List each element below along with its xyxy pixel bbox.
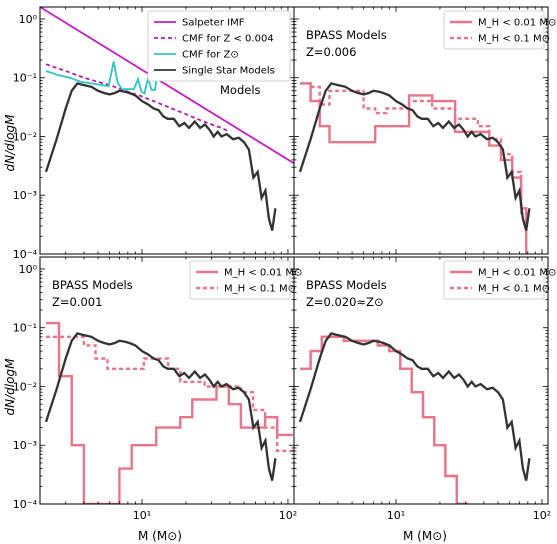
x-axis-label-left: M (M⊙): [138, 529, 182, 543]
series-line-bottom-left-2: [44, 332, 277, 481]
series-line-top-left-1: [45, 63, 231, 133]
legend-label-bottom-left-1: M_H < 0.1 M⊙: [224, 284, 296, 295]
y-axis-label-top: dN/dlogM: [3, 114, 17, 172]
panel-top-left: 10⁻⁴10⁻³10⁻²10⁻¹10⁰Single StarModelsSalp…: [13, 6, 295, 261]
x-tick-label-bottom-left: 10²: [279, 509, 297, 522]
series-line-bottom-right-1: [300, 335, 469, 504]
y-tick-label-bottom-left: 10⁰: [19, 263, 38, 276]
axes-frame-top-right: [293, 6, 549, 255]
axes-frame-bottom-right: [293, 256, 549, 505]
legend-label-bottom-right-1: M_H < 0.1 M⊙: [478, 284, 550, 295]
series-line-bottom-right-2: [298, 332, 531, 481]
x-axis-label-right: M (M⊙): [403, 529, 447, 543]
y-tick-label-bottom-left: 10⁻¹: [13, 322, 37, 335]
panels: 10⁻⁴10⁻³10⁻²10⁻¹10⁰Single StarModelsSalp…: [13, 6, 556, 522]
plot-area-top-right: [298, 82, 531, 254]
x-tick-label-bottom-left: 10¹: [133, 509, 151, 522]
legend-top-right: [443, 10, 545, 50]
legend-label-top-right-1: M_H < 0.1 M⊙: [478, 34, 550, 45]
series-line-bottom-left-1: [46, 335, 293, 453]
plot-area-bottom-left: [44, 321, 293, 504]
y-tick-label-top-left: 10⁰: [19, 13, 38, 26]
legend-label-top-left-3: Single Star Models: [182, 66, 275, 77]
plot-area-bottom-right: [298, 332, 531, 504]
legend-label-top-left-0: Salpeter IMF: [182, 18, 245, 29]
series-line-top-left-0: [40, 7, 294, 165]
series-line-top-right-2: [298, 82, 531, 231]
series-line-top-right-0: [300, 82, 528, 254]
legend-label-top-left-2: CMF for Z⊙: [182, 50, 239, 61]
panel-annotation-bottom-left: BPASS Models: [52, 278, 133, 292]
y-tick-label-top-left: 10⁻²: [13, 130, 37, 143]
y-tick-label-top-left: 10⁻³: [13, 189, 37, 202]
series-line-top-left-3: [44, 82, 277, 231]
y-tick-label-bottom-left: 10⁻⁴: [13, 498, 38, 511]
legend-bottom-left: [189, 260, 291, 300]
panel-bottom-left: 10¹ 10² 10⁻⁴ 10⁻³ 10⁻² 10⁻¹ 10⁰ BPASS Models Z=0…: [13, 256, 302, 522]
y-tick-label-top-left: 10⁻⁴: [13, 248, 38, 261]
panel-annotation-top-left: Models: [220, 83, 261, 97]
panel-annotation-bottom-right: BPASS Models: [306, 278, 387, 292]
legend-label-top-left-1: CMF for Z < 0.004: [182, 34, 274, 45]
series-line-top-left-2: [45, 61, 159, 95]
y-tick-label-bottom-left: 10⁻²: [13, 380, 37, 393]
panel-annotation-top-right: Z=0.006: [306, 45, 356, 59]
legend-bottom-right: [443, 260, 545, 300]
legend-label-bottom-right-0: M_H < 0.01 M⊙: [478, 268, 556, 279]
panel-annotation-top-right: BPASS Models: [306, 28, 387, 42]
panel-annotation-bottom-left: Z=0.001: [52, 295, 102, 309]
legend-top-left: [147, 10, 291, 82]
panel-top-right: BPASS Models Z=0.006 M_H < 0.01 M⊙ M_H < 0.…: [293, 6, 556, 255]
series-line-bottom-right-0: [300, 335, 469, 504]
panel-annotation-bottom-right: Z=0.020≈Z⊙: [306, 295, 384, 309]
x-tick-label-bottom-right: 10¹: [387, 509, 405, 522]
y-tick-label-top-left: 10⁻¹: [13, 72, 37, 85]
y-axis-label-bottom: dN/dlogM: [3, 358, 17, 416]
y-tick-label-bottom-left: 10⁻³: [13, 439, 37, 452]
legend-label-top-right-0: M_H < 0.01 M⊙: [478, 18, 556, 29]
series-line-bottom-left-0: [46, 321, 293, 504]
x-tick-label-bottom-right: 10²: [533, 509, 551, 522]
legend-label-bottom-left-0: M_H < 0.01 M⊙: [224, 268, 302, 279]
series-line-top-right-1: [300, 82, 528, 254]
panel-bottom-right: 10¹ 10² BPASS Models Z=0.020≈Z⊙ M_H < 0.01 M…: [293, 256, 556, 522]
